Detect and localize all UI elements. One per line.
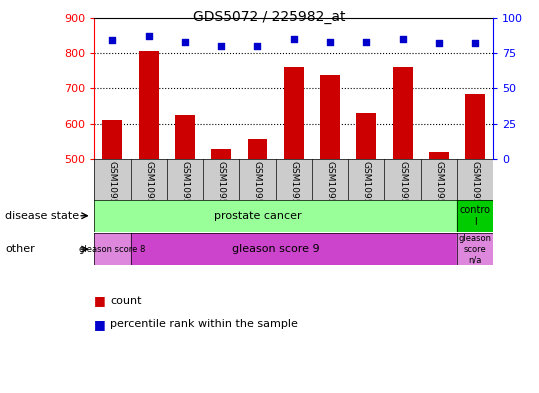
Text: disease state: disease state [5,211,80,221]
Point [326,39,334,45]
Text: other: other [5,244,35,254]
Bar [94,233,130,265]
Text: gleason score 9: gleason score 9 [232,244,320,254]
Bar [130,159,167,228]
Bar [420,159,457,228]
Text: GSM1095885: GSM1095885 [434,160,443,221]
Bar [139,51,158,159]
Text: contro
l: contro l [460,205,490,226]
Text: GSM1095876: GSM1095876 [471,160,480,221]
Bar [94,159,130,228]
Bar [102,120,122,159]
Bar [384,159,420,228]
Text: GSM1095882: GSM1095882 [362,160,371,221]
Point [362,39,371,45]
Bar [175,115,195,159]
Point [181,39,189,45]
Text: percentile rank within the sample: percentile rank within the sample [110,319,299,329]
Bar [312,159,348,228]
Point [289,36,298,42]
Point [217,43,225,49]
Text: GSM1095880: GSM1095880 [289,160,298,221]
Text: GSM1095883: GSM1095883 [108,160,117,221]
Bar [429,152,449,159]
Bar [211,149,231,159]
Point [471,40,479,46]
Point [398,36,407,42]
Bar [284,67,304,159]
Bar [457,159,493,228]
Bar [203,159,239,228]
Text: ■: ■ [94,318,106,331]
Point [108,37,117,44]
Text: gleason
score
n/a: gleason score n/a [459,234,492,264]
Text: prostate cancer: prostate cancer [213,211,301,221]
Bar [130,233,457,265]
Text: GSM1095877: GSM1095877 [181,160,190,221]
Text: GSM1095881: GSM1095881 [326,160,335,221]
Bar [457,200,493,232]
Bar [320,75,340,159]
Text: ■: ■ [94,294,106,307]
Bar [275,159,312,228]
Text: GSM1095878: GSM1095878 [217,160,226,221]
Bar [239,159,275,228]
Text: GDS5072 / 225982_at: GDS5072 / 225982_at [194,10,345,24]
Text: GSM1095886: GSM1095886 [144,160,153,221]
Point [434,40,443,46]
Point [253,43,262,49]
Text: gleason score 8: gleason score 8 [79,245,146,253]
Bar [465,94,485,159]
Bar [167,159,203,228]
Bar [356,113,376,159]
Text: GSM1095884: GSM1095884 [398,160,407,221]
Text: GSM1095879: GSM1095879 [253,160,262,221]
Bar [247,139,267,159]
Bar [392,67,412,159]
Text: count: count [110,296,142,306]
Bar [348,159,384,228]
Bar [457,233,493,265]
Point [144,33,153,39]
